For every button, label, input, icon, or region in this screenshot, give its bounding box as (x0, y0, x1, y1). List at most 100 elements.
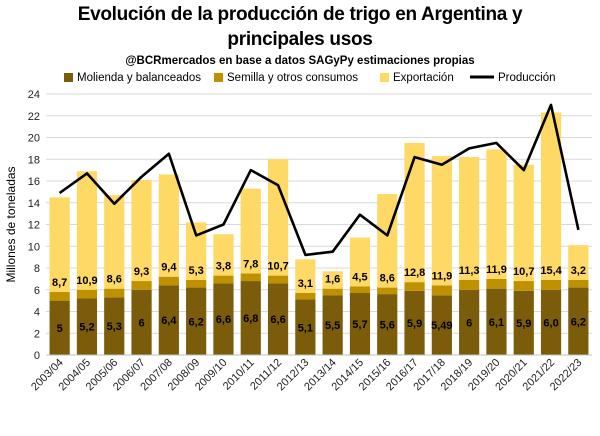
data-label-molienda: 5,7 (352, 319, 367, 331)
data-label-exportacion: 11,3 (459, 265, 480, 277)
data-label-exportacion: 3,1 (298, 278, 313, 290)
bar-segment-1-1 (76, 289, 98, 299)
data-label-molienda: 5,6 (380, 320, 395, 332)
data-label-molienda: 6 (138, 317, 144, 329)
bar-segment-1-7 (240, 273, 261, 282)
data-label-molienda: 5,49 (431, 320, 452, 332)
data-label-exportacion: 9,3 (134, 266, 149, 278)
bar-segment-0-11 (349, 293, 371, 355)
data-label-exportacion: 8,7 (52, 277, 67, 289)
bar-segment-0-12 (377, 294, 398, 355)
data-label-exportacion: 3,8 (216, 261, 231, 273)
y-tick-label: 16 (28, 176, 40, 188)
bar-segment-2-19 (568, 245, 589, 280)
data-label-exportacion: 11,9 (486, 264, 507, 276)
data-label-exportacion: 15,4 (540, 265, 562, 277)
chart-title-line2: principales usos (227, 29, 373, 50)
bar-segment-2-13 (404, 142, 425, 283)
legend-label-2: Exportación (393, 72, 454, 84)
data-label-molienda: 5,3 (107, 321, 122, 333)
data-label-molienda: 5 (57, 323, 63, 335)
bar-segment-2-11 (349, 237, 371, 287)
data-label-exportacion: 3,2 (571, 265, 586, 277)
bar-segment-0-6 (213, 283, 234, 355)
bar-segment-2-18 (540, 112, 562, 280)
bar-segment-1-14 (431, 285, 452, 296)
y-tick-label: 12 (28, 220, 40, 232)
legend-swatch-2 (380, 73, 389, 82)
bar-segment-2-17 (513, 164, 534, 282)
data-label-molienda: 6,2 (189, 316, 204, 328)
data-label-molienda: 6,8 (243, 313, 258, 325)
bar-segment-2-15 (459, 157, 480, 280)
y-tick-label: 24 (28, 89, 40, 101)
bar-segment-0-4 (158, 285, 179, 355)
data-label-exportacion: 8,6 (107, 274, 122, 286)
bar-segment-0-5 (186, 287, 207, 355)
data-label-molienda: 6,6 (270, 314, 285, 326)
data-label-molienda: 5,1 (298, 322, 313, 334)
y-tick-label: 0 (34, 350, 40, 362)
bar-segment-0-8 (267, 283, 289, 355)
bar-segment-0-14 (431, 295, 452, 355)
bar-segment-2-14 (431, 156, 452, 286)
data-label-exportacion: 10,9 (76, 275, 97, 287)
bar-segment-2-5 (186, 222, 207, 280)
data-label-molienda: 5,9 (407, 318, 422, 330)
y-tick-label: 22 (28, 111, 40, 123)
chart-title: Evolución de la producción de trigo en A… (0, 2, 600, 52)
bar-segment-1-8 (267, 275, 289, 284)
data-label-exportacion: 7,8 (243, 258, 258, 270)
y-tick-label: 14 (28, 198, 40, 210)
bar-segment-0-7 (240, 281, 261, 355)
data-label-exportacion: 5,3 (189, 265, 204, 277)
data-label-exportacion: 1,6 (325, 274, 340, 286)
legend-swatch-1 (214, 73, 223, 82)
bar-segment-2-16 (486, 149, 507, 279)
data-label-molienda: 6,2 (571, 316, 586, 328)
bar-segment-1-17 (513, 281, 534, 291)
bar-segment-1-18 (540, 279, 562, 290)
bar-segment-0-0 (49, 300, 70, 355)
bar-segment-1-6 (213, 275, 234, 284)
data-label-exportacion: 8,6 (380, 273, 395, 285)
y-tick-label: 10 (28, 241, 40, 253)
bar-segment-1-5 (186, 279, 207, 288)
bar-segment-2-1 (76, 171, 98, 290)
bar-segment-1-4 (158, 276, 179, 286)
bar-segment-0-13 (404, 290, 425, 355)
legend-label-0: Molienda y balanceados (77, 72, 201, 84)
data-label-exportacion: 10,7 (267, 261, 288, 273)
bar-segment-1-9 (295, 293, 316, 300)
bar-segment-2-3 (131, 179, 152, 282)
y-tick-label: 18 (28, 154, 40, 166)
data-label-exportacion: 12,8 (404, 267, 425, 279)
data-label-molienda: 5,2 (79, 322, 94, 334)
bar-segment-1-16 (486, 278, 507, 289)
bar-segment-1-11 (349, 286, 371, 294)
data-label-molienda: 6,4 (161, 315, 177, 327)
bar-segment-2-9 (295, 259, 316, 294)
bar-segment-0-2 (104, 297, 125, 355)
bar-segment-1-10 (322, 288, 343, 296)
series-line-produccion (58, 103, 580, 257)
bar-segment-0-3 (131, 289, 152, 355)
data-label-exportacion: 10,7 (513, 266, 534, 278)
bar-segment-1-19 (568, 279, 589, 288)
data-label-molienda: 6,0 (543, 317, 558, 329)
y-axis-title: Millones de toneladas (4, 166, 18, 282)
data-label-molienda: 6,6 (216, 314, 231, 326)
chart-subtitle: @BCRmercados en base a datos SAGyPy esti… (125, 55, 475, 67)
legend-label-3: Producción (498, 72, 556, 84)
bar-segment-0-16 (486, 288, 507, 355)
y-tick-label: 6 (34, 285, 40, 297)
data-label-molienda: 5,9 (516, 318, 531, 330)
bar-segment-1-12 (377, 287, 398, 295)
bar-segment-1-2 (104, 288, 125, 298)
bar-segment-0-19 (568, 287, 589, 355)
bar-segment-2-7 (240, 188, 261, 274)
data-label-exportacion: 9,4 (161, 262, 177, 274)
data-label-molienda: 6,1 (489, 317, 504, 329)
